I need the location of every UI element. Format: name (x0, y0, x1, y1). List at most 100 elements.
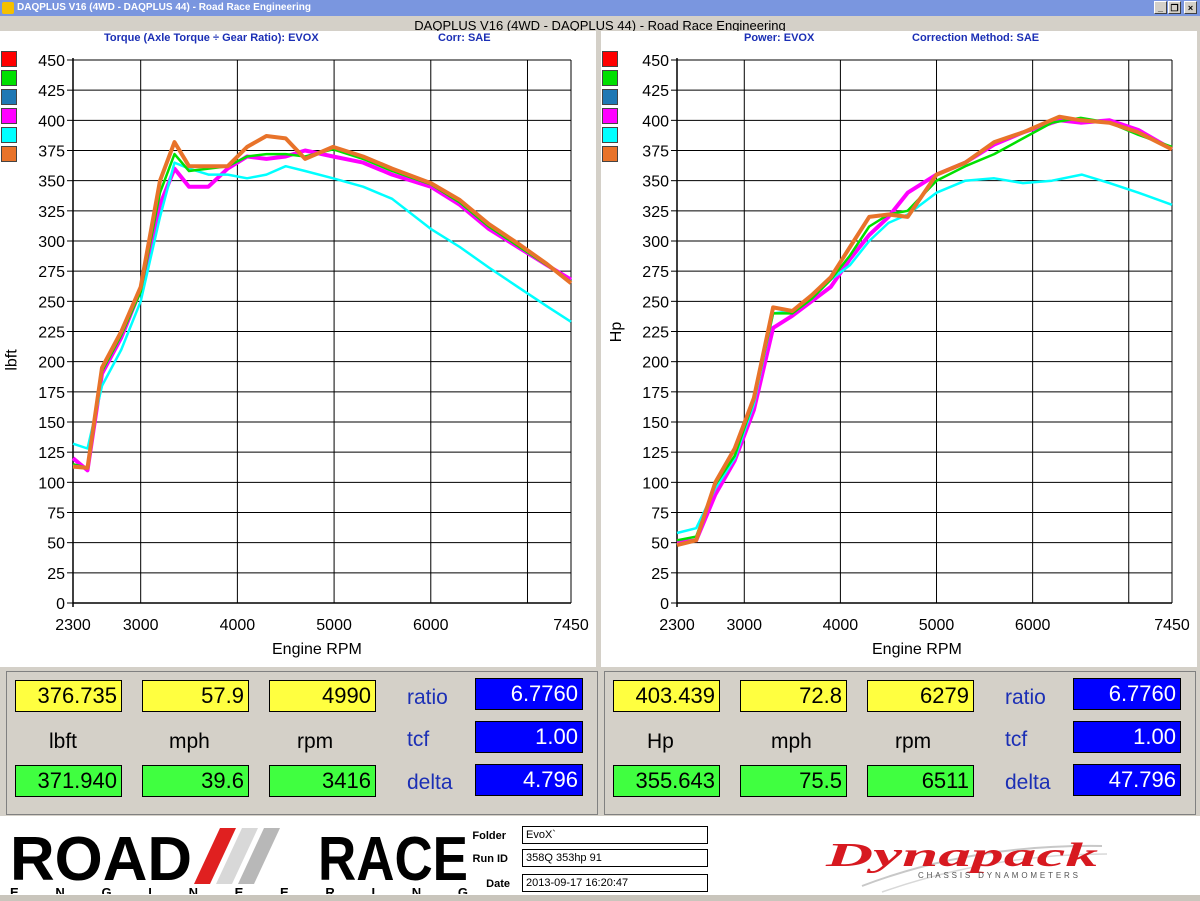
ratio-label: ratio (407, 686, 448, 709)
y-tick-label: 350 (642, 174, 669, 191)
legend-swatch-1 (602, 70, 618, 86)
close-button[interactable]: × (1184, 1, 1197, 14)
power-ylabel: Hp (608, 321, 626, 343)
power-xlabel: Engine RPM (872, 641, 962, 658)
cursor-b-power-value: 355.643 (613, 765, 720, 797)
power-readout: 403.439 72.8 6279 Hp mph rpm 355.643 75.… (604, 671, 1196, 815)
y-tick-label: 225 (642, 325, 669, 342)
y-tick-label: 325 (38, 204, 65, 221)
y-tick-label: 375 (642, 144, 669, 161)
cursor-a-rpm-value: 6279 (867, 680, 974, 712)
y-tick-label: 175 (642, 385, 669, 402)
y-tick-label: 75 (47, 506, 65, 523)
y-tick-label: 50 (651, 536, 669, 553)
dynapack-text: Dynapack (824, 837, 1098, 874)
y-tick-label: 200 (38, 355, 65, 372)
cursor-b-rpm-value: 3416 (269, 765, 376, 797)
x-tick-label: 6000 (413, 617, 449, 634)
cursor-a-torque-value: 376.735 (15, 680, 122, 712)
legend-swatch-2 (1, 89, 17, 105)
road-race-engineering-logo: ROAD RACE ENGINEERING (10, 825, 468, 898)
power-correction-label: Correction Method: SAE (912, 32, 1040, 44)
y-tick-label: 250 (38, 294, 65, 311)
logo-race-text: RACE (318, 825, 468, 894)
y-tick-label: 400 (642, 113, 669, 130)
tcf-label: tcf (407, 728, 430, 751)
minimize-button[interactable]: _ (1154, 1, 1167, 14)
tcf-label: tcf (1005, 728, 1028, 751)
cursor-a-mph-value: 57.9 (142, 680, 249, 712)
delta-label: delta (1005, 771, 1051, 794)
y-tick-label: 450 (38, 53, 65, 70)
torque-chart-title: Torque (Axle Torque ÷ Gear Ratio): EVOX (104, 32, 319, 44)
series-line-1 (72, 161, 572, 450)
torque-xlabel: Engine RPM (272, 641, 362, 658)
y-tick-label: 25 (47, 566, 65, 583)
y-tick-label: 325 (642, 204, 669, 221)
y-tick-label: 50 (47, 536, 65, 553)
y-tick-label: 300 (38, 234, 65, 251)
cursor-b-mph-value: 39.6 (142, 765, 249, 797)
x-tick-label: 2300 (55, 617, 91, 634)
x-tick-label: 7450 (1154, 617, 1190, 634)
legend-swatch-4 (602, 127, 618, 143)
cursor-a-rpm-value: 4990 (269, 680, 376, 712)
power-chart: 0 25 50 75 100 125 150 175 200 225 250 275 300 325 350… (642, 53, 1190, 634)
cursor-a-power-value: 403.439 (613, 680, 720, 712)
y-tick-label: 100 (642, 475, 669, 492)
dynapack-subtext: CHASSIS DYNAMOMETERS (918, 871, 1078, 880)
x-tick-label: 3000 (123, 617, 159, 634)
unit-mph: mph (169, 730, 210, 753)
power-chart-title: Power: EVOX (744, 32, 815, 44)
cursor-b-mph-value: 75.5 (740, 765, 847, 797)
series-line-1 (676, 173, 1173, 535)
series-line-3 (676, 114, 1173, 548)
cursor-a-mph-value: 72.8 (740, 680, 847, 712)
x-tick-label: 3000 (726, 617, 762, 634)
date-label: Date (486, 878, 510, 890)
unit-rpm: rpm (297, 730, 334, 753)
window-title: DAQPLUS V16 (4WD - DAQPLUS 44) - Road Ra… (17, 2, 311, 13)
dynapack-logo: Dynapack CHASSIS DYNAMOMETERS (824, 837, 1108, 893)
window-titlebar[interactable]: DAQPLUS V16 (4WD - DAQPLUS 44) - Road Ra… (0, 0, 1200, 16)
date-field[interactable]: 2013-09-17 16:20:47 (522, 874, 708, 892)
torque-readout: 376.735 57.9 4990 lbft mph rpm 371.940 3… (6, 671, 598, 815)
y-tick-label: 425 (38, 83, 65, 100)
torque-chart-panel: 0 25 50 75 100 125 150 175 200 225 250 275 300 325 350… (0, 31, 596, 667)
y-tick-label: 375 (38, 144, 65, 161)
cursor-b-rpm-value: 6511 (867, 765, 974, 797)
unit-mph: mph (771, 730, 812, 753)
x-tick-label: 4000 (220, 617, 256, 634)
logo-stripe-red (194, 828, 236, 884)
delta-value: 4.796 (475, 764, 583, 796)
folder-field[interactable]: EvoX` (522, 826, 708, 844)
power-chart-panel: 0 25 50 75 100 125 150 175 200 225 250 275 300 325 350… (601, 31, 1197, 667)
y-tick-label: 25 (651, 566, 669, 583)
legend-swatch-3 (1, 108, 17, 124)
series-line-2 (72, 148, 572, 470)
taskbar[interactable] (0, 894, 1200, 901)
runid-field[interactable]: 358Q 353hp 91 (522, 849, 708, 867)
y-tick-label: 450 (642, 53, 669, 70)
torque-chart: 0 25 50 75 100 125 150 175 200 225 250 275 300 325 350… (38, 53, 589, 634)
x-tick-label: 4000 (823, 617, 859, 634)
ratio-value: 6.7760 (1073, 678, 1181, 710)
x-tick-label: 2300 (659, 617, 695, 634)
app-icon (2, 2, 14, 14)
y-tick-label: 400 (38, 113, 65, 130)
y-tick-label: 425 (642, 83, 669, 100)
legend-swatch-2 (602, 89, 618, 105)
y-tick-label: 0 (56, 596, 65, 613)
legend-swatch-0 (1, 51, 17, 67)
x-tick-label: 5000 (316, 617, 352, 634)
y-tick-label: 75 (651, 506, 669, 523)
torque-correction-label: Corr: SAE (438, 32, 491, 44)
restore-button[interactable]: ❐ (1168, 1, 1181, 14)
tcf-value: 1.00 (1073, 721, 1181, 753)
delta-label: delta (407, 771, 453, 794)
y-tick-label: 225 (38, 325, 65, 342)
x-tick-label: 7450 (553, 617, 589, 634)
ratio-label: ratio (1005, 686, 1046, 709)
torque-ylabel: lbft (3, 349, 21, 371)
y-tick-label: 125 (642, 445, 669, 462)
